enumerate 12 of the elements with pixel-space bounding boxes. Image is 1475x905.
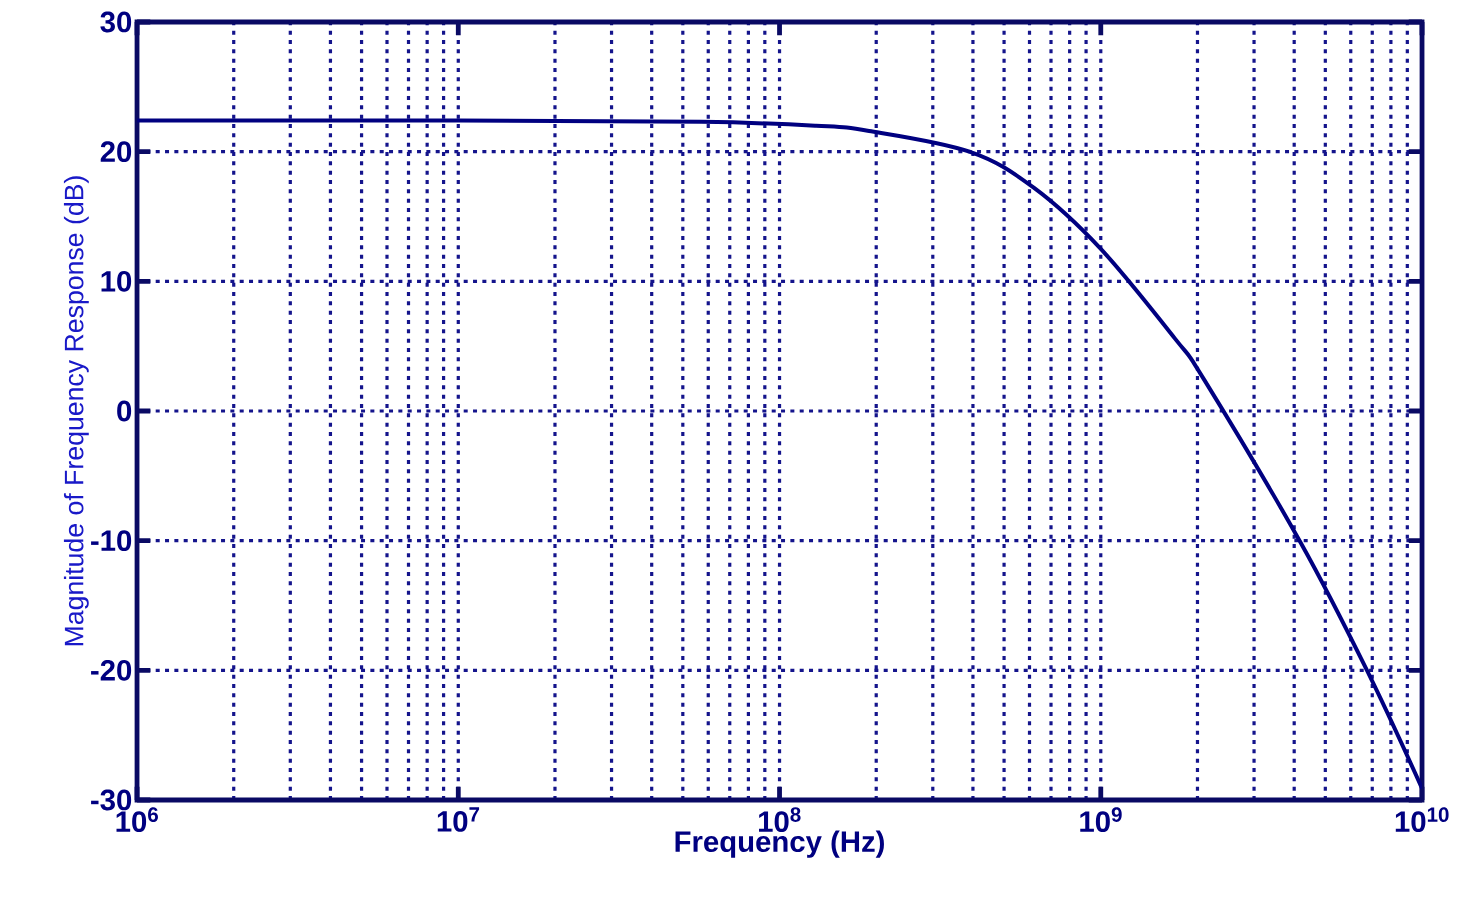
- y-axis-title: Magnitude of Frequency Response (dB): [63, 176, 89, 646]
- y-tick-label: -10: [91, 530, 132, 552]
- x-axis-title: Frequency (Hz): [675, 830, 884, 858]
- y-tick-label: 20: [100, 141, 132, 163]
- x-tick-label: 10$^{9}$: [1080, 807, 1122, 833]
- x-tick-label: 10$^{7}$: [437, 807, 480, 832]
- y-tick-label: 0: [117, 400, 132, 422]
- x-tick-label: 10$^{8}$: [759, 807, 801, 833]
- y-tick-label: 10: [101, 270, 132, 292]
- y-tick-label: 30: [100, 11, 132, 33]
- x-tick-label: 10$^{10}$: [1395, 807, 1449, 833]
- y-tick-label: -20: [91, 659, 132, 681]
